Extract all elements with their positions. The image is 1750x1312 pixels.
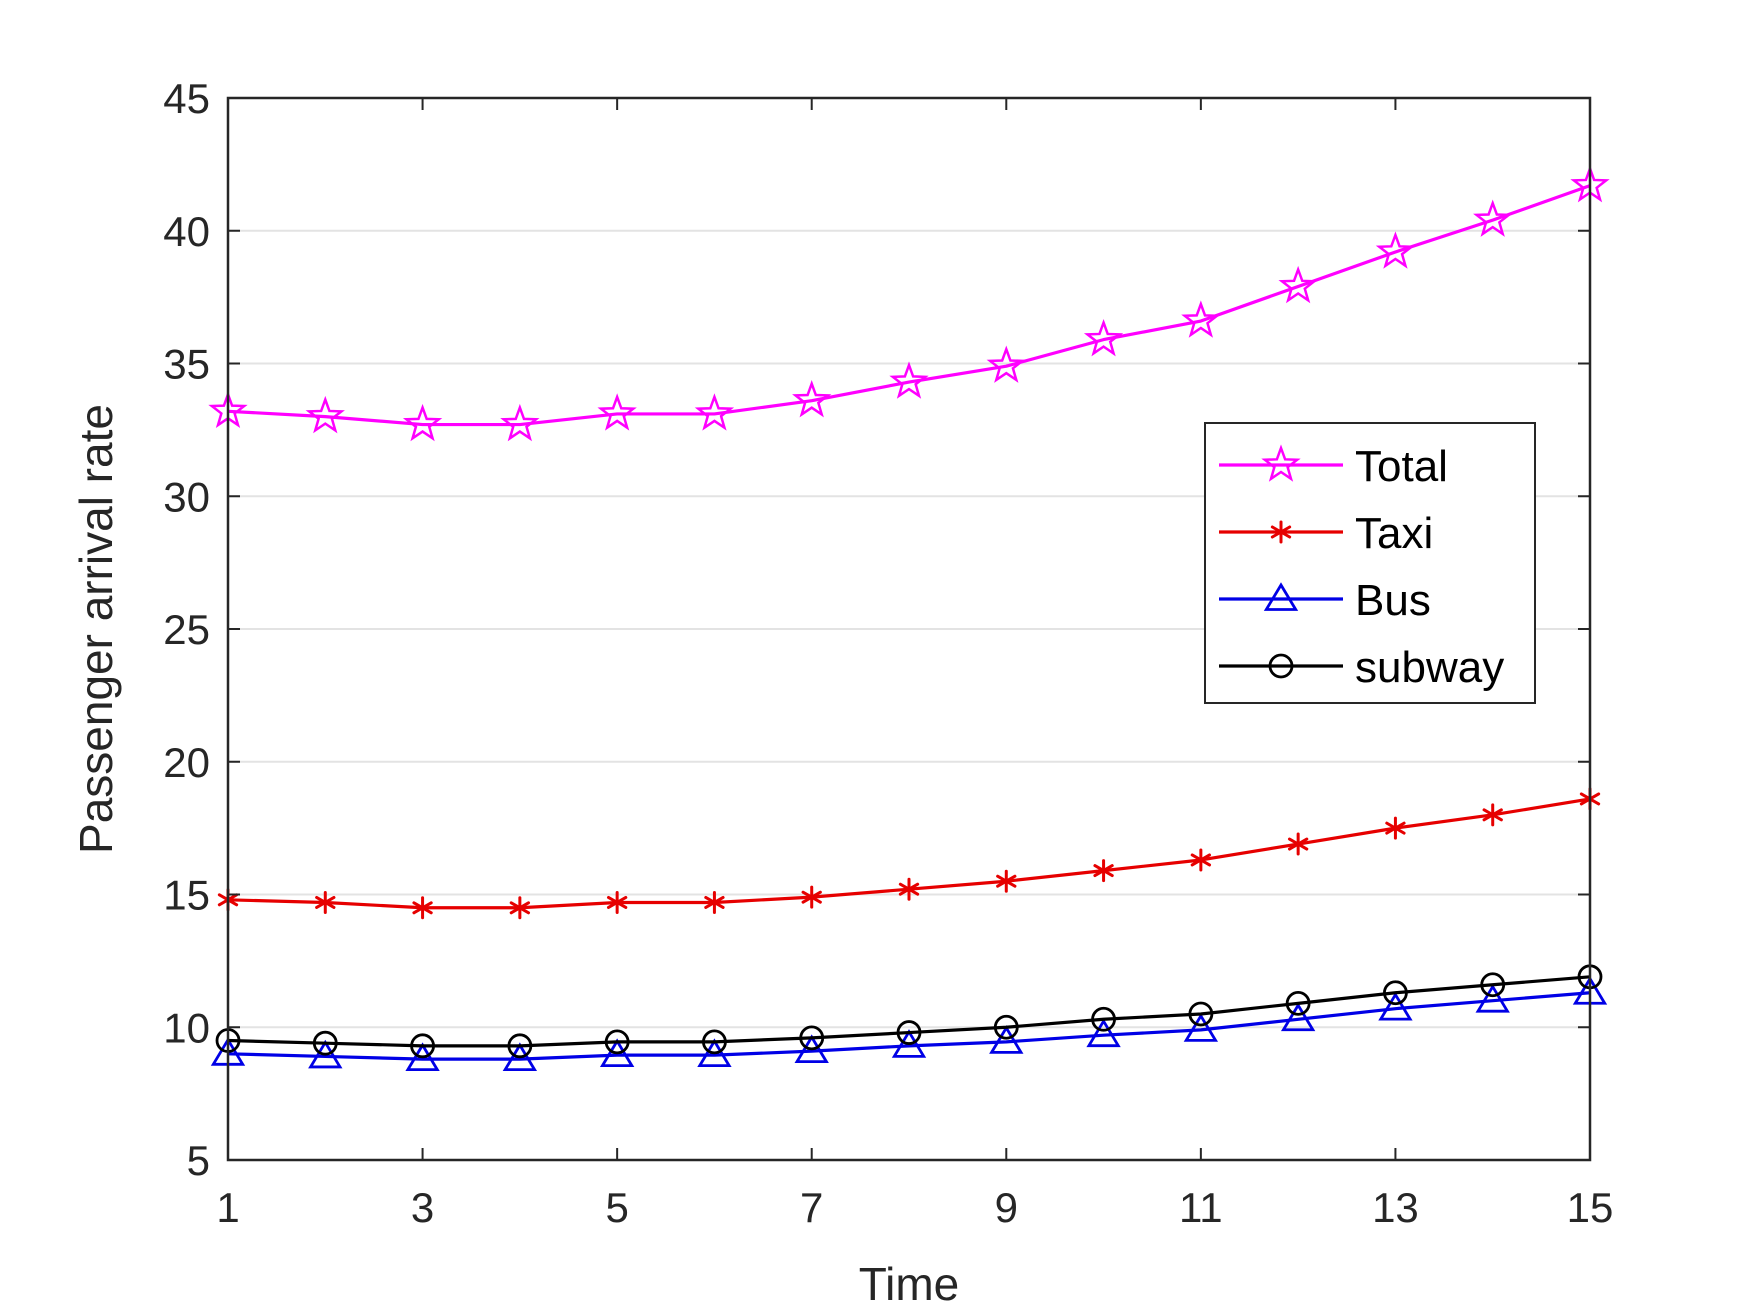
- star-marker: [889, 361, 929, 399]
- triangle-marker: [1475, 983, 1510, 1013]
- triangle-marker: [1086, 1018, 1121, 1048]
- circle-marker: [507, 1033, 533, 1059]
- y-tick-label: 20: [163, 739, 210, 786]
- y-tick-label: 5: [187, 1137, 210, 1184]
- series-bus: [210, 976, 1608, 1072]
- series-line: [227, 975, 1591, 1048]
- y-tick-label: 15: [163, 872, 210, 919]
- asterisk-marker: [1190, 848, 1212, 872]
- y-tick-label: 10: [163, 1004, 210, 1051]
- series-subway: [215, 964, 1603, 1059]
- asterisk-marker: [412, 896, 433, 920]
- triangle-marker: [1263, 582, 1299, 611]
- asterisk-marker: [898, 877, 920, 901]
- series-layer: [208, 164, 1610, 1072]
- series-line: [227, 991, 1591, 1061]
- x-tick-label: 5: [605, 1184, 628, 1231]
- star-marker: [500, 403, 540, 442]
- legend-item-total: Total: [1219, 442, 1448, 491]
- triangle-marker: [599, 1038, 635, 1068]
- asterisk-marker: [1385, 816, 1406, 840]
- circle-marker: [1188, 1001, 1214, 1027]
- y-tick-label: 30: [163, 473, 210, 520]
- asterisk-marker: [1287, 832, 1309, 856]
- asterisk-marker: [1093, 859, 1114, 883]
- asterisk-marker: [996, 869, 1017, 893]
- circle-marker: [799, 1025, 825, 1051]
- circle-marker: [1285, 990, 1311, 1016]
- circle-marker: [1268, 653, 1294, 679]
- triangle-marker: [1378, 991, 1413, 1021]
- y-axis-label: Passenger arrival rate: [70, 404, 122, 854]
- triangle-marker: [1183, 1013, 1219, 1042]
- asterisk-marker: [1482, 803, 1503, 827]
- circle-marker: [702, 1029, 727, 1055]
- asterisk-marker: [801, 885, 822, 909]
- asterisk-marker: [315, 890, 336, 914]
- y-tick-label: 25: [163, 606, 210, 653]
- star-marker: [986, 345, 1026, 383]
- circle-marker: [896, 1020, 922, 1045]
- star-marker: [694, 393, 735, 431]
- series-taxi: [217, 787, 1601, 920]
- triangle-marker: [308, 1039, 343, 1069]
- x-tick-label: 1: [216, 1184, 239, 1231]
- star-marker: [1278, 265, 1318, 304]
- triangle-marker: [405, 1042, 440, 1072]
- circle-marker: [1383, 980, 1408, 1006]
- triangle-marker: [989, 1025, 1024, 1054]
- circle-marker: [1091, 1006, 1116, 1032]
- y-tick-label: 35: [163, 341, 210, 388]
- legend-item-taxi: Taxi: [1219, 509, 1433, 558]
- star-marker: [597, 393, 637, 431]
- legend-label: Taxi: [1355, 509, 1433, 558]
- triangle-marker: [891, 1029, 927, 1058]
- asterisk-marker: [704, 890, 725, 914]
- star-marker: [402, 403, 443, 442]
- x-tick-label: 9: [995, 1184, 1018, 1231]
- series-line: [227, 184, 1591, 427]
- triangle-marker: [794, 1034, 829, 1064]
- triangle-marker: [502, 1042, 538, 1072]
- star-marker: [1261, 444, 1301, 482]
- star-marker: [792, 380, 832, 418]
- legend-label: Total: [1355, 442, 1448, 491]
- star-marker: [305, 395, 345, 434]
- triangle-marker: [697, 1038, 732, 1068]
- star-marker: [1083, 318, 1124, 357]
- y-tick-label: 45: [163, 75, 210, 122]
- circle-marker: [312, 1030, 338, 1056]
- x-tick-label: 3: [411, 1184, 434, 1231]
- series-total: [208, 164, 1610, 442]
- circle-marker: [410, 1033, 435, 1059]
- x-tick-label: 13: [1372, 1184, 1419, 1231]
- triangle-marker: [1280, 1002, 1316, 1032]
- x-tick-label: 15: [1567, 1184, 1614, 1231]
- legend-box: [1204, 422, 1536, 704]
- legend-item-subway: subway: [1219, 643, 1504, 692]
- axis-ticks: [227, 97, 1591, 1161]
- asterisk-marker: [1270, 520, 1292, 544]
- circle-marker: [993, 1014, 1019, 1040]
- star-marker: [1473, 199, 1513, 237]
- asterisk-marker: [606, 890, 628, 914]
- circle-marker: [604, 1029, 630, 1055]
- x-tick-label: 7: [800, 1184, 823, 1231]
- star-marker: [1375, 231, 1416, 269]
- legend-label: Bus: [1355, 576, 1431, 625]
- x-tick-label: 11: [1179, 1184, 1223, 1231]
- star-marker: [1181, 300, 1221, 338]
- x-axis-label: Time: [859, 1258, 960, 1310]
- legend-label: subway: [1355, 643, 1504, 692]
- legend-item-bus: Bus: [1219, 576, 1431, 625]
- y-tick-label: 40: [163, 208, 210, 255]
- asterisk-marker: [509, 896, 531, 920]
- legend: Total Taxi Bus subway: [1204, 422, 1536, 704]
- circle-marker: [1480, 972, 1506, 998]
